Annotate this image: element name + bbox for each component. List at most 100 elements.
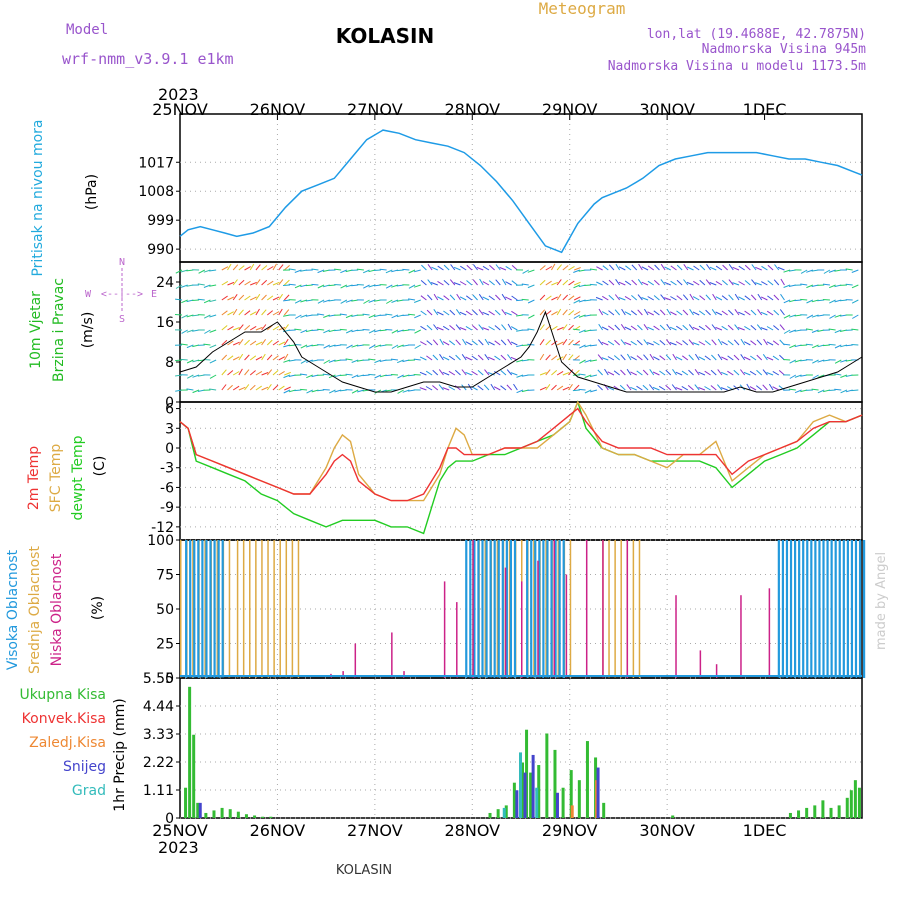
- wind-barb: [551, 325, 558, 331]
- wind-barb: [539, 265, 546, 271]
- wind-barb: [613, 355, 620, 361]
- wind-barb: [766, 310, 774, 316]
- wind-barb: [574, 267, 581, 271]
- wind-barb: [420, 325, 427, 331]
- elevation-model-label: Nadmorska Visina u modelu 1173.5m: [608, 59, 866, 74]
- wind-barb: [317, 299, 325, 304]
- wind-barb: [840, 374, 848, 378]
- temp-tick-label: 0: [165, 441, 174, 457]
- wind-barb: [455, 309, 461, 316]
- wind-barb: [589, 359, 597, 362]
- wind-barb: [762, 369, 768, 376]
- wind-barb: [419, 387, 427, 391]
- wind-barb: [602, 280, 609, 286]
- cloud-label-mid: Srednja Oblacnost: [27, 546, 43, 674]
- wind-barb: [704, 386, 711, 391]
- wind-barb: [397, 374, 404, 379]
- wind-barb: [501, 324, 507, 331]
- wind-barb: [443, 310, 450, 316]
- cloud-bar-high: [818, 540, 821, 678]
- wind-barb: [385, 329, 393, 331]
- wind-barb: [659, 370, 666, 376]
- wind-barb: [608, 294, 615, 301]
- wind-barb: [232, 356, 240, 361]
- wind-barb: [568, 354, 574, 361]
- cloud-bar-mid: [267, 540, 269, 678]
- wind-barb: [715, 265, 723, 271]
- wind-barb: [255, 326, 263, 331]
- wind-barb: [186, 314, 194, 318]
- wind-barb: [727, 355, 734, 361]
- time-label-bottom: 26NOV: [250, 821, 306, 840]
- wind-barb: [221, 354, 228, 361]
- wind-barb: [174, 314, 183, 316]
- wind-barb: [653, 325, 660, 331]
- precip-tick-label: 5.55: [143, 671, 174, 687]
- wind-barb: [244, 369, 250, 376]
- wind-barb: [334, 329, 342, 332]
- wind-barb: [442, 387, 450, 391]
- cloud-bar-high: [858, 540, 862, 678]
- wind-barb: [800, 344, 808, 346]
- wind-barb: [767, 280, 774, 286]
- wind-barb: [238, 294, 245, 301]
- cloud-bar-low: [553, 540, 555, 678]
- wind-barb: [261, 353, 266, 361]
- cloud-bar-low: [740, 595, 742, 678]
- wind-barb: [283, 279, 290, 286]
- wind-barb: [484, 369, 490, 376]
- cloud-bar-mid: [545, 540, 547, 678]
- wind-barb: [278, 326, 286, 331]
- precip-bar: [529, 772, 533, 818]
- cloud-bar-mid: [255, 540, 257, 678]
- wind-barbs: [174, 263, 859, 394]
- wind-barb: [249, 370, 256, 376]
- wind-barb: [421, 264, 427, 271]
- temp-unit: (C): [92, 456, 108, 477]
- cloud-bar-high: [189, 540, 192, 678]
- wind-barb: [284, 386, 291, 391]
- wind-barb: [209, 374, 217, 379]
- wind-barb: [705, 279, 711, 286]
- wind-barb: [794, 374, 802, 378]
- wind-barb: [620, 324, 626, 331]
- cloud-bar-high: [505, 540, 508, 678]
- wind-barb: [562, 279, 569, 286]
- wind-barb: [539, 372, 547, 376]
- wind-barb: [323, 359, 331, 364]
- wind-barb: [539, 324, 545, 331]
- precip-bar: [797, 810, 801, 818]
- wind-barb: [244, 354, 250, 361]
- precip-legend-item: Snijeg: [63, 759, 106, 775]
- cloud-bar-low: [537, 560, 539, 678]
- cloud-bar-mid: [236, 540, 239, 678]
- wind-barb: [845, 268, 853, 271]
- wind-barb: [562, 309, 568, 316]
- wind-barb: [698, 387, 706, 391]
- wind-barb: [664, 281, 671, 286]
- wind-barb: [717, 369, 723, 376]
- precip-bars: [180, 677, 862, 818]
- wind-barb: [527, 328, 535, 331]
- wind-barb: [368, 373, 376, 376]
- wind-barb: [255, 308, 260, 316]
- wind-barb: [453, 282, 461, 286]
- wind-barb: [652, 386, 660, 391]
- wind-barb: [743, 371, 751, 376]
- wind-barb: [334, 268, 342, 271]
- wind-barb: [501, 278, 507, 286]
- wind-barb: [568, 324, 574, 331]
- pressure-tick-label: 999: [147, 213, 174, 229]
- cloud-bar-mid: [204, 540, 206, 678]
- wind-barb: [227, 384, 233, 391]
- wind-barb: [676, 264, 683, 271]
- wind-barb: [817, 299, 825, 302]
- wind-barb: [510, 372, 518, 376]
- wind-barb: [221, 339, 228, 346]
- wind-barb: [545, 295, 552, 301]
- wind-barb: [822, 299, 830, 301]
- wind-barb: [688, 369, 694, 376]
- wind-barb: [845, 344, 853, 347]
- precip-bar: [488, 812, 492, 818]
- cloud-bar-high: [806, 540, 809, 678]
